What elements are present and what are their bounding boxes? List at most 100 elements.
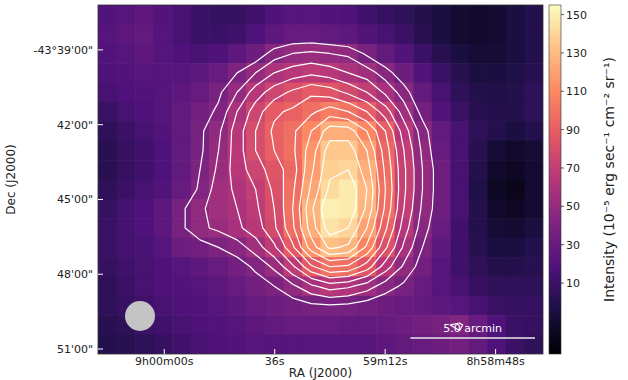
colorbar-tick [561,206,564,207]
heatmap-cell [209,199,228,219]
y-axis-label: Dec (J2000) [4,144,18,214]
heatmap-cell [154,121,173,141]
heatmap-cell [450,160,469,180]
heatmap-cell [302,199,321,219]
heatmap-cell [246,5,265,25]
heatmap-cell [154,199,173,219]
colorbar-tick-label: 50 [566,200,580,213]
heatmap-cell [321,5,340,25]
heatmap-cell [246,335,265,354]
heatmap-cell [154,63,173,83]
heatmap-cell [117,63,136,83]
heatmap-cell [487,199,506,219]
heatmap-cell [117,276,136,296]
heatmap-cell [524,121,543,141]
heatmap-cell [506,63,525,83]
heatmap-cell [191,335,210,354]
heatmap-cell [506,238,525,258]
heatmap-cell [172,315,191,335]
heatmap-cell [172,296,191,316]
heatmap-cell [154,160,173,180]
heatmap-cell [487,102,506,122]
heatmap-cell [376,5,395,25]
colorbar-tick [561,167,564,168]
contour [205,52,422,298]
heatmap-cell [283,160,302,180]
heatmap-cell [265,296,284,316]
heatmap-cell [450,141,469,161]
heatmap-cell [339,5,358,25]
heatmap-cell [506,121,525,141]
heatmap-cell [209,160,228,180]
heatmap-cell [302,5,321,25]
heatmap-cell [321,24,340,44]
chart: 5.0 arcmin9h00m00s36s59m12s8h58m48s-43°3… [0,0,628,380]
heatmap-cell [265,335,284,354]
y-tick-label: 48'00" [57,268,93,281]
heatmap-cell [524,24,543,44]
heatmap-cell [487,218,506,238]
heatmap-cell [98,102,117,122]
heatmap-cell [432,102,451,122]
heatmap-cell [321,335,340,354]
heatmap-cell [265,121,284,141]
heatmap-cell [135,24,154,44]
x-tick [495,349,496,354]
heatmap-cell [154,102,173,122]
colorbar-tick [561,52,564,53]
heatmap-cell [339,83,358,103]
heatmap-cell [469,121,488,141]
heatmap-cell [209,315,228,335]
y-tick [98,49,103,50]
heatmap-cell [432,24,451,44]
contour [313,141,367,249]
heatmap-cell [339,335,358,354]
heatmap-cell [191,257,210,277]
heatmap-cell [524,141,543,161]
heatmap-cell [395,315,414,335]
heatmap-cell [524,199,543,219]
heatmap-cell [358,335,377,354]
heatmap-cell [376,83,395,103]
heatmap-cell [283,180,302,200]
heatmap-cell [98,335,117,354]
x-axis-label: RA (J2000) [289,366,352,380]
heatmap-cell [321,180,340,200]
heatmap-cell [395,218,414,238]
heatmap-cell [469,296,488,316]
heatmap-cell [358,315,377,335]
heatmap-cell [98,5,117,25]
heatmap-cell [450,63,469,83]
heatmap-cell [450,257,469,277]
heatmap-cell [432,141,451,161]
heatmap-cell [172,218,191,238]
scale-bar-label: 5.0 arcmin [443,322,502,335]
heatmap-cell [172,276,191,296]
heatmap-cell [209,180,228,200]
heatmap-cell [506,44,525,64]
heatmap-cell [506,296,525,316]
heatmap-cell [191,24,210,44]
heatmap-cell [154,335,173,354]
heatmap-cell [117,141,136,161]
heatmap-cell [228,335,247,354]
heatmap-cell [117,180,136,200]
colorbar-tick-label: 150 [566,9,587,22]
heatmap-cell [432,63,451,83]
heatmap-cell [228,257,247,277]
heatmap-cell [135,257,154,277]
heatmap-cell [246,199,265,219]
heatmap-cell [154,44,173,64]
heatmap-cell [154,257,173,277]
y-tick [98,274,103,275]
heatmap-cell [172,141,191,161]
heatmap-cell [117,199,136,219]
heatmap-cell [469,141,488,161]
heatmap-cell [358,44,377,64]
heatmap-cell [209,121,228,141]
heatmap-cell [265,180,284,200]
heatmap-cell [506,276,525,296]
heatmap-cell [413,102,432,122]
heatmap-cell [98,199,117,219]
heatmap-cell [172,257,191,277]
